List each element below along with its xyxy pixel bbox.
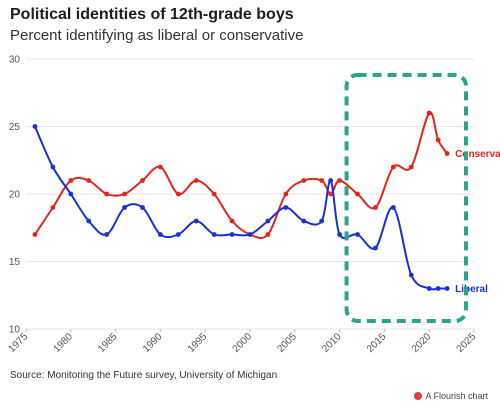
conservative-point[interactable] (104, 191, 110, 197)
liberal-point[interactable] (122, 205, 127, 210)
liberal-line (34, 126, 448, 291)
liberal-point[interactable] (175, 232, 181, 237)
x-tick-label: 1985 (96, 331, 120, 355)
gridlines (26, 58, 474, 330)
x-tick-label: 1995 (186, 331, 210, 355)
conservative-point[interactable] (301, 178, 307, 183)
conservative-point[interactable] (373, 205, 378, 210)
x-tick-label: 1980 (51, 331, 75, 355)
liberal-point[interactable] (86, 218, 92, 224)
liberal-point[interactable] (337, 232, 342, 237)
conservative-point[interactable] (140, 178, 145, 183)
highlight-box (344, 73, 468, 323)
liberal-point[interactable] (390, 205, 396, 210)
conservative-point[interactable] (211, 191, 217, 197)
y-tick-label: 10 (9, 325, 21, 336)
liberal-point[interactable] (283, 205, 289, 210)
x-tick-label: 2025 (455, 331, 479, 355)
conservative-point[interactable] (175, 191, 181, 197)
y-tick-label: 20 (9, 190, 21, 201)
conservative-point[interactable] (122, 191, 127, 197)
y-tick-label: 15 (9, 257, 21, 268)
liberal-point[interactable] (140, 205, 145, 210)
liberal-point[interactable] (193, 218, 199, 224)
liberal-point[interactable] (328, 178, 334, 183)
conservative-point[interactable] (328, 191, 334, 197)
x-tick-label: 2015 (365, 331, 389, 355)
liberal-point[interactable] (408, 272, 414, 278)
liberal-point[interactable] (50, 164, 56, 170)
y-tick-label: 25 (9, 122, 21, 133)
chart-subtitle: Percent identifying as liberal or conser… (10, 27, 304, 44)
y-tick-label: 30 (9, 55, 21, 66)
liberal-point[interactable] (265, 218, 271, 224)
conservative-point[interactable] (68, 178, 74, 183)
conservative-point[interactable] (283, 191, 289, 197)
series-labels: Conservative Liberal (455, 149, 500, 295)
liberal-point[interactable] (435, 286, 441, 291)
conservative-point[interactable] (86, 178, 92, 183)
conservative-point[interactable] (337, 178, 342, 183)
conservative-point[interactable] (408, 164, 414, 170)
conservative-point[interactable] (50, 205, 56, 210)
liberal-point[interactable] (426, 286, 432, 291)
liberal-point[interactable] (301, 218, 307, 224)
series-lines (34, 111, 448, 291)
flourish-credit-label: A Flourish chart (425, 391, 488, 401)
conservative-point[interactable] (444, 151, 450, 156)
liberal-point[interactable] (355, 232, 360, 237)
x-axis: 1975 1980 1985 1990 1995 2000 2005 2010 2015 2020… (7, 329, 479, 355)
flourish-logo-icon (414, 392, 423, 400)
source-note: Source: Monitoring the Future survey, Un… (10, 370, 278, 381)
liberal-point[interactable] (158, 232, 163, 237)
y-axis: 10 15 20 25 30 (9, 55, 21, 336)
x-tick-label: 2020 (410, 331, 434, 355)
conservative-point[interactable] (158, 164, 163, 170)
x-tick-label: 2000 (231, 331, 255, 355)
chart-title: Political identities of 12th-grade boys (10, 6, 294, 23)
liberal-point[interactable] (68, 191, 74, 197)
conservative-point[interactable] (193, 178, 199, 183)
liberal-point[interactable] (247, 232, 253, 237)
conservative-series-label: Conservative (455, 149, 500, 160)
flourish-credit[interactable]: A Flourish chart (414, 391, 488, 401)
x-tick-label: 1990 (141, 331, 165, 355)
x-tick-label: 2010 (320, 331, 344, 355)
liberal-series-label: Liberal (455, 284, 488, 295)
conservative-point[interactable] (390, 164, 396, 170)
liberal-point[interactable] (104, 232, 110, 237)
x-tick-label: 2005 (275, 331, 299, 355)
series-points (32, 110, 450, 291)
conservative-point[interactable] (32, 232, 38, 237)
liberal-point[interactable] (319, 218, 325, 224)
liberal-point[interactable] (373, 245, 378, 251)
conservative-point[interactable] (229, 218, 235, 224)
liberal-point[interactable] (229, 232, 235, 237)
liberal-point[interactable] (32, 124, 38, 129)
conservative-point[interactable] (355, 191, 360, 197)
liberal-point[interactable] (444, 286, 450, 291)
conservative-point[interactable] (265, 232, 271, 237)
conservative-point[interactable] (319, 178, 325, 183)
conservative-point[interactable] (426, 110, 432, 116)
liberal-point[interactable] (211, 232, 217, 237)
conservative-point[interactable] (435, 137, 441, 143)
